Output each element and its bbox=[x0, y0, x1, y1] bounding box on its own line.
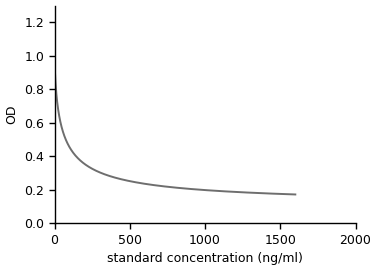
Y-axis label: OD: OD bbox=[6, 105, 18, 124]
X-axis label: standard concentration (ng/ml): standard concentration (ng/ml) bbox=[107, 253, 303, 265]
